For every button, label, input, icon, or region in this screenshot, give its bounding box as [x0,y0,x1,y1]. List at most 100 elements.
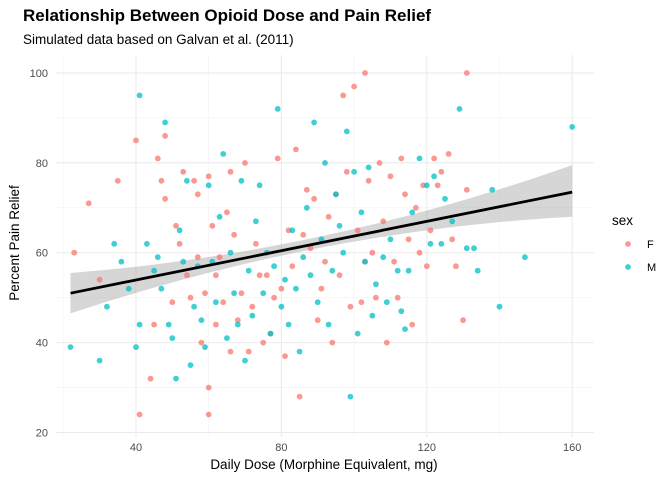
data-point-F [463,70,470,76]
data-point-M [125,285,132,292]
legend-label-F: F [647,239,654,251]
y-tick-label: 40 [36,338,48,350]
data-point-F [213,272,219,279]
data-point-M [158,285,165,292]
data-point-F [213,321,219,328]
data-point-F [162,133,169,139]
data-point-M [242,357,248,364]
data-point-M [340,249,347,256]
data-point-M [151,267,158,274]
data-point-M [449,218,456,225]
data-point-M [285,321,292,328]
data-point-F [169,299,176,306]
data-point-F [329,339,336,346]
gridlines [56,55,594,437]
data-point-F [224,209,230,216]
data-point-F [394,294,401,301]
data-point-M [471,245,477,252]
data-point-F [358,299,365,306]
data-point-M [307,272,314,279]
y-tick-label: 20 [36,428,48,440]
data-point-F [343,168,350,175]
data-point-M [463,245,470,252]
data-point-M [362,258,368,265]
legend-key-F [625,241,631,247]
data-point-F [402,191,408,198]
data-point-F [311,195,317,202]
data-point-F [369,249,376,256]
data-point-F [278,285,285,292]
data-point-M [496,303,503,310]
data-point-F [202,290,208,297]
data-point-M [173,375,179,382]
data-point-F [242,160,248,166]
data-point-F [434,182,441,189]
data-point-M [398,308,405,315]
data-point-M [387,236,394,243]
data-point-M [383,299,390,306]
data-point-F [314,317,321,324]
data-point-M [274,106,281,112]
data-point-M [373,281,379,288]
data-point-M [311,119,317,126]
data-point-M [253,218,259,225]
data-point-F [227,348,234,355]
data-point-M [220,151,227,157]
data-point-M [249,312,256,319]
data-point-F [340,92,347,99]
data-point-F [296,393,303,400]
data-point-M [351,168,357,175]
chart-subtitle: Simulated data based on Galvan et al. (2… [23,32,294,47]
data-point-F [423,263,430,270]
data-point-M [293,285,299,292]
x-axis-ticks: 40 80 120 160 [130,442,582,454]
data-point-F [427,227,434,234]
data-point-F [303,186,310,193]
data-point-M [238,177,245,184]
data-point-F [245,348,252,355]
y-axis-ticks: 20 40 60 80 100 [30,68,48,440]
x-tick-label: 80 [275,442,287,454]
data-point-M [402,326,408,332]
data-point-F [158,177,165,184]
legend-items: FM [625,239,656,274]
data-point-F [354,227,361,234]
data-point-M [489,186,496,193]
data-point-F [194,254,201,261]
x-tick-label: 40 [130,442,142,454]
data-point-F [380,218,387,225]
data-point-M [136,92,143,99]
data-point-M [318,236,325,243]
data-point-M [456,106,463,112]
data-point-M [300,254,307,261]
data-point-M [394,267,401,274]
data-point-M [474,267,481,274]
data-point-F [209,222,216,229]
data-point-M [289,227,296,234]
data-point-F [216,254,223,261]
data-point-M [205,182,212,189]
data-point-M [256,182,263,189]
fit-line [70,190,573,295]
data-point-M [522,254,528,261]
y-tick-label: 100 [30,68,48,80]
data-point-M [260,290,267,297]
data-point-M [380,254,387,261]
data-point-F [322,258,328,265]
data-point-F [416,249,423,256]
data-point-M [224,335,230,341]
data-point-F [234,317,241,324]
data-point-F [114,177,121,184]
data-point-M [267,330,274,337]
data-point-M [154,254,161,261]
data-point-F [184,272,190,279]
data-point-M [405,267,412,274]
data-point-M [198,317,205,324]
data-point-F [318,285,325,292]
data-point-M [271,263,277,270]
data-point-F [362,70,368,76]
data-point-F [431,155,437,162]
data-point-M [202,344,208,350]
data-point-F [151,321,158,328]
